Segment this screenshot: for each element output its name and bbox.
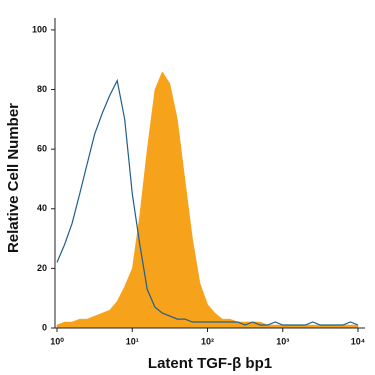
y-tick-label: 20 [37,263,47,273]
x-axis-title: Latent TGF-β bp1 [148,355,272,372]
histogram-area [56,71,359,329]
y-tick-label: 60 [37,144,47,154]
x-tick-label: 10² [201,336,214,346]
x-tick-label: 10³ [276,336,289,346]
x-tick-label: 10⁰ [50,336,64,346]
y-tick-label: 100 [32,24,47,34]
y-tick-label: 40 [37,203,47,213]
x-tick-label: 10⁴ [351,336,365,346]
y-tick-label: 80 [37,84,47,94]
y-tick-label: 0 [42,322,47,332]
x-tick-label: 10¹ [126,336,139,346]
histogram-outline [56,78,359,326]
y-axis-title: Relative Cell Number [5,103,22,253]
